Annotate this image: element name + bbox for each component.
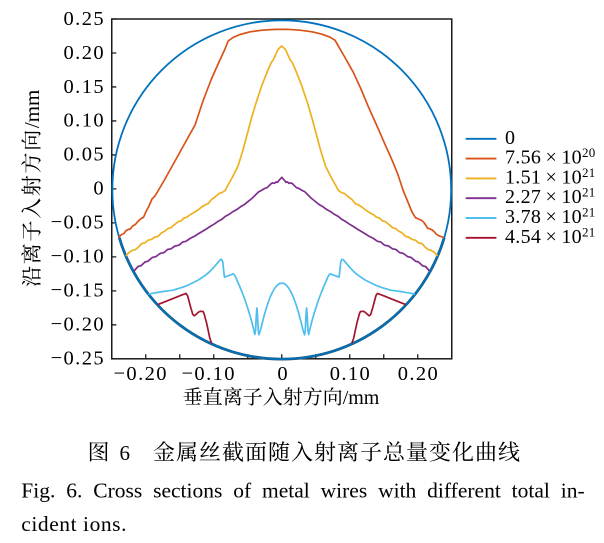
svg-text:0.20: 0.20 bbox=[398, 363, 439, 385]
svg-text:0.20: 0.20 bbox=[64, 42, 105, 64]
svg-text:−0.25: −0.25 bbox=[51, 348, 105, 370]
svg-text:−0.05: −0.05 bbox=[51, 212, 105, 234]
svg-text:7.56 × 1020: 7.56 × 1020 bbox=[505, 145, 596, 169]
svg-text:1.51 × 1021: 1.51 × 1021 bbox=[505, 165, 596, 189]
svg-text:cident ions.: cident ions. bbox=[21, 512, 127, 536]
svg-text:0.10: 0.10 bbox=[330, 363, 371, 385]
svg-text:/mm: /mm bbox=[343, 387, 380, 409]
svg-text:0: 0 bbox=[277, 363, 289, 385]
svg-text:/mm: /mm bbox=[20, 90, 44, 129]
svg-text:−0.20: −0.20 bbox=[51, 314, 105, 336]
svg-text:−0.10: −0.10 bbox=[51, 246, 105, 268]
svg-text:−0.15: −0.15 bbox=[51, 280, 105, 302]
svg-text:4.54 × 1021: 4.54 × 1021 bbox=[505, 224, 596, 248]
svg-text:Fig. 6. Cross sections of meta: Fig. 6. Cross sections of metal wires wi… bbox=[21, 478, 584, 502]
svg-text:0: 0 bbox=[505, 127, 515, 149]
svg-text:0: 0 bbox=[93, 178, 105, 200]
svg-text:0.05: 0.05 bbox=[64, 144, 105, 166]
svg-text:0.15: 0.15 bbox=[64, 76, 105, 98]
svg-text:−0.20: −0.20 bbox=[113, 363, 167, 385]
svg-text:2.27 × 1021: 2.27 × 1021 bbox=[505, 185, 596, 209]
svg-text:0.10: 0.10 bbox=[64, 110, 105, 132]
svg-text:0.25: 0.25 bbox=[64, 8, 105, 30]
svg-text:6: 6 bbox=[120, 441, 131, 465]
svg-text:3.78 × 1021: 3.78 × 1021 bbox=[505, 205, 596, 229]
svg-text:−0.10: −0.10 bbox=[181, 363, 235, 385]
